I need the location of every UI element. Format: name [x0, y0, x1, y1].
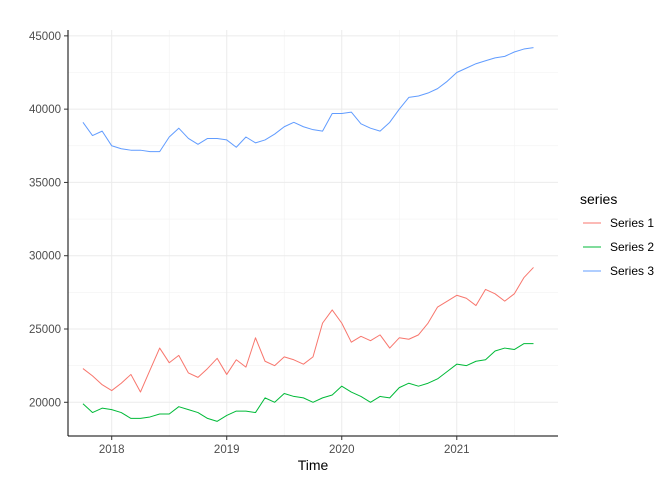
legend-items: Series 1 Series 2 Series 3 [583, 216, 654, 278]
y-tick-label: 35000 [29, 177, 61, 189]
legend-label: Series 1 [610, 216, 654, 230]
x-tick-label: 2018 [99, 444, 125, 456]
legend: series Series 1 Series 2 Series 3 [580, 191, 654, 278]
series-line-series-2 [82, 343, 534, 422]
x-tick-label: 2019 [214, 444, 240, 456]
x-tick-label: 2021 [444, 444, 470, 456]
x-tick-label: 2020 [329, 444, 355, 456]
y-tick-label: 30000 [29, 251, 61, 263]
major-gridlines [68, 30, 558, 436]
y-tick-label: 20000 [29, 397, 61, 409]
series-line-series-1 [82, 267, 534, 393]
x-axis-ticks: 2018 2019 2020 2021 [99, 436, 470, 456]
legend-label: Series 2 [610, 240, 654, 254]
legend-title: series [580, 191, 617, 207]
x-axis-title: Time [298, 457, 329, 473]
y-tick-label: 40000 [29, 104, 61, 116]
legend-label: Series 3 [610, 264, 654, 278]
minor-gridlines [68, 30, 558, 436]
series-lines [82, 47, 534, 422]
y-tick-label: 25000 [29, 324, 61, 336]
y-tick-label: 45000 [29, 31, 61, 43]
series-line-series-3 [82, 47, 534, 153]
y-axis-ticks: 20000 25000 30000 35000 40000 45000 [29, 31, 68, 409]
